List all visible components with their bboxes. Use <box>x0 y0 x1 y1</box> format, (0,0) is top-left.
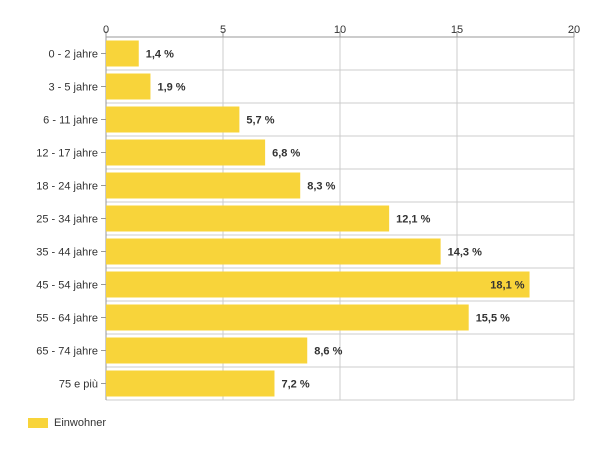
category-label: 6 - 11 jahre <box>43 115 98 127</box>
data-label: 6,8 % <box>272 148 300 160</box>
x-tick-label: 20 <box>568 24 580 36</box>
data-label: 7,2 % <box>281 379 309 391</box>
bar-chart: 0 5 10 15 20 0 - 2 jahre 3 - 5 jahre 6 - 11 ja… <box>36 24 580 401</box>
bar <box>106 40 139 67</box>
x-tick-label: 0 <box>103 24 109 36</box>
data-label: 18,1 % <box>490 280 524 292</box>
data-label: 1,4 % <box>146 49 174 61</box>
category-label: 65 - 74 jahre <box>36 346 98 358</box>
bars <box>106 40 530 397</box>
data-label: 8,6 % <box>314 346 342 358</box>
category-label: 25 - 34 jahre <box>36 214 98 226</box>
bar <box>106 304 469 331</box>
category-label: 75 e più <box>59 379 98 391</box>
data-label: 5,7 % <box>246 115 274 127</box>
bar <box>106 172 301 199</box>
category-label: 35 - 44 jahre <box>36 247 98 259</box>
x-tick-label: 10 <box>334 24 346 36</box>
bar <box>106 271 530 298</box>
category-label: 3 - 5 jahre <box>48 82 98 94</box>
bar <box>106 205 390 232</box>
data-label: 15,5 % <box>476 313 510 325</box>
x-tick-label: 15 <box>451 24 463 36</box>
category-label: 12 - 17 jahre <box>36 148 98 160</box>
bar <box>106 370 275 397</box>
data-labels: 1,4 % 1,9 % 5,7 % 6,8 % 8,3 % 12,1 % 14,3 % 18,… <box>146 49 525 391</box>
x-tick-label: 5 <box>220 24 226 36</box>
data-label: 14,3 % <box>448 247 482 259</box>
bar <box>106 139 266 166</box>
legend-label: Einwohner <box>54 417 106 429</box>
data-label: 12,1 % <box>396 214 430 226</box>
data-label: 8,3 % <box>307 181 335 193</box>
bar <box>106 73 151 100</box>
category-label: 0 - 2 jahre <box>48 49 98 61</box>
category-labels: 0 - 2 jahre 3 - 5 jahre 6 - 11 jahre 12 - 1… <box>36 49 106 391</box>
bar <box>106 238 441 265</box>
data-label: 1,9 % <box>157 82 185 94</box>
bar <box>106 106 240 133</box>
legend-swatch <box>28 418 48 428</box>
x-axis-ticks: 0 5 10 15 20 <box>103 24 580 37</box>
category-label: 45 - 54 jahre <box>36 280 98 292</box>
category-label: 18 - 24 jahre <box>36 181 98 193</box>
legend: Einwohner <box>28 417 106 429</box>
bar <box>106 337 308 364</box>
category-label: 55 - 64 jahre <box>36 313 98 325</box>
